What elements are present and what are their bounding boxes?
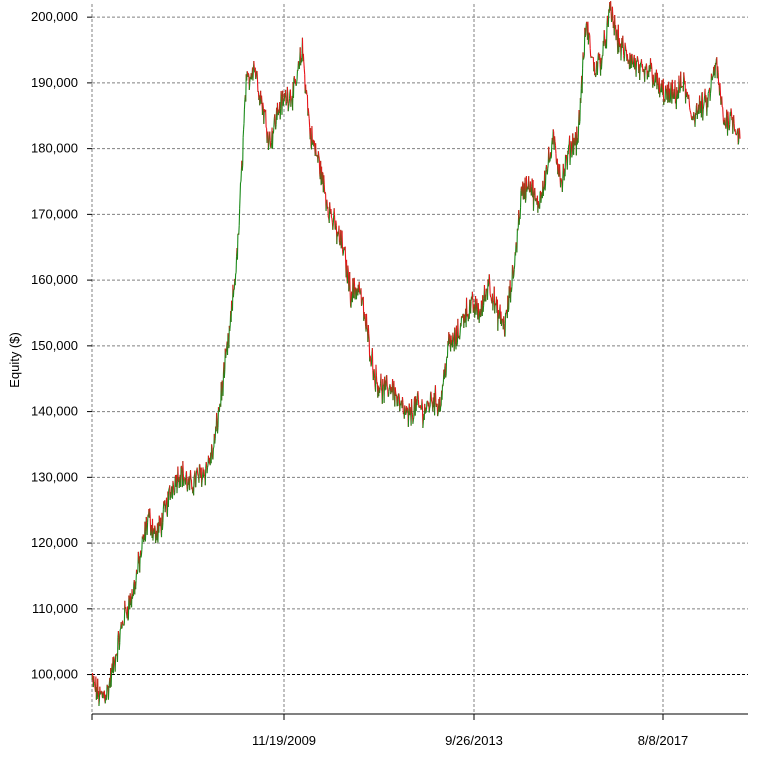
- equity-series: [92, 1, 740, 706]
- y-tick-label: 120,000: [31, 535, 78, 550]
- y-tick-label: 140,000: [31, 404, 78, 419]
- y-tick-label: 160,000: [31, 272, 78, 287]
- y-tick-label: 130,000: [31, 469, 78, 484]
- y-tick-label: 150,000: [31, 338, 78, 353]
- y-tick-label: 110,000: [32, 601, 78, 616]
- y-tick-label: 200,000: [31, 9, 78, 24]
- tick-labels: 100,000 110,000 120,000 130,000 140,000 150,0…: [31, 9, 688, 748]
- y-tick-label: 180,000: [31, 141, 78, 156]
- x-tick-label: 8/8/2017: [638, 733, 689, 748]
- grid-lines: [92, 4, 748, 714]
- y-tick-label: 100,000: [31, 667, 78, 682]
- y-axis-label: Equity ($): [7, 332, 22, 388]
- x-tick-label: 9/26/2013: [445, 733, 503, 748]
- axes: [87, 17, 748, 720]
- y-tick-label: 170,000: [31, 206, 78, 221]
- x-tick-label: 11/19/2009: [252, 733, 316, 748]
- y-tick-label: 190,000: [31, 75, 78, 90]
